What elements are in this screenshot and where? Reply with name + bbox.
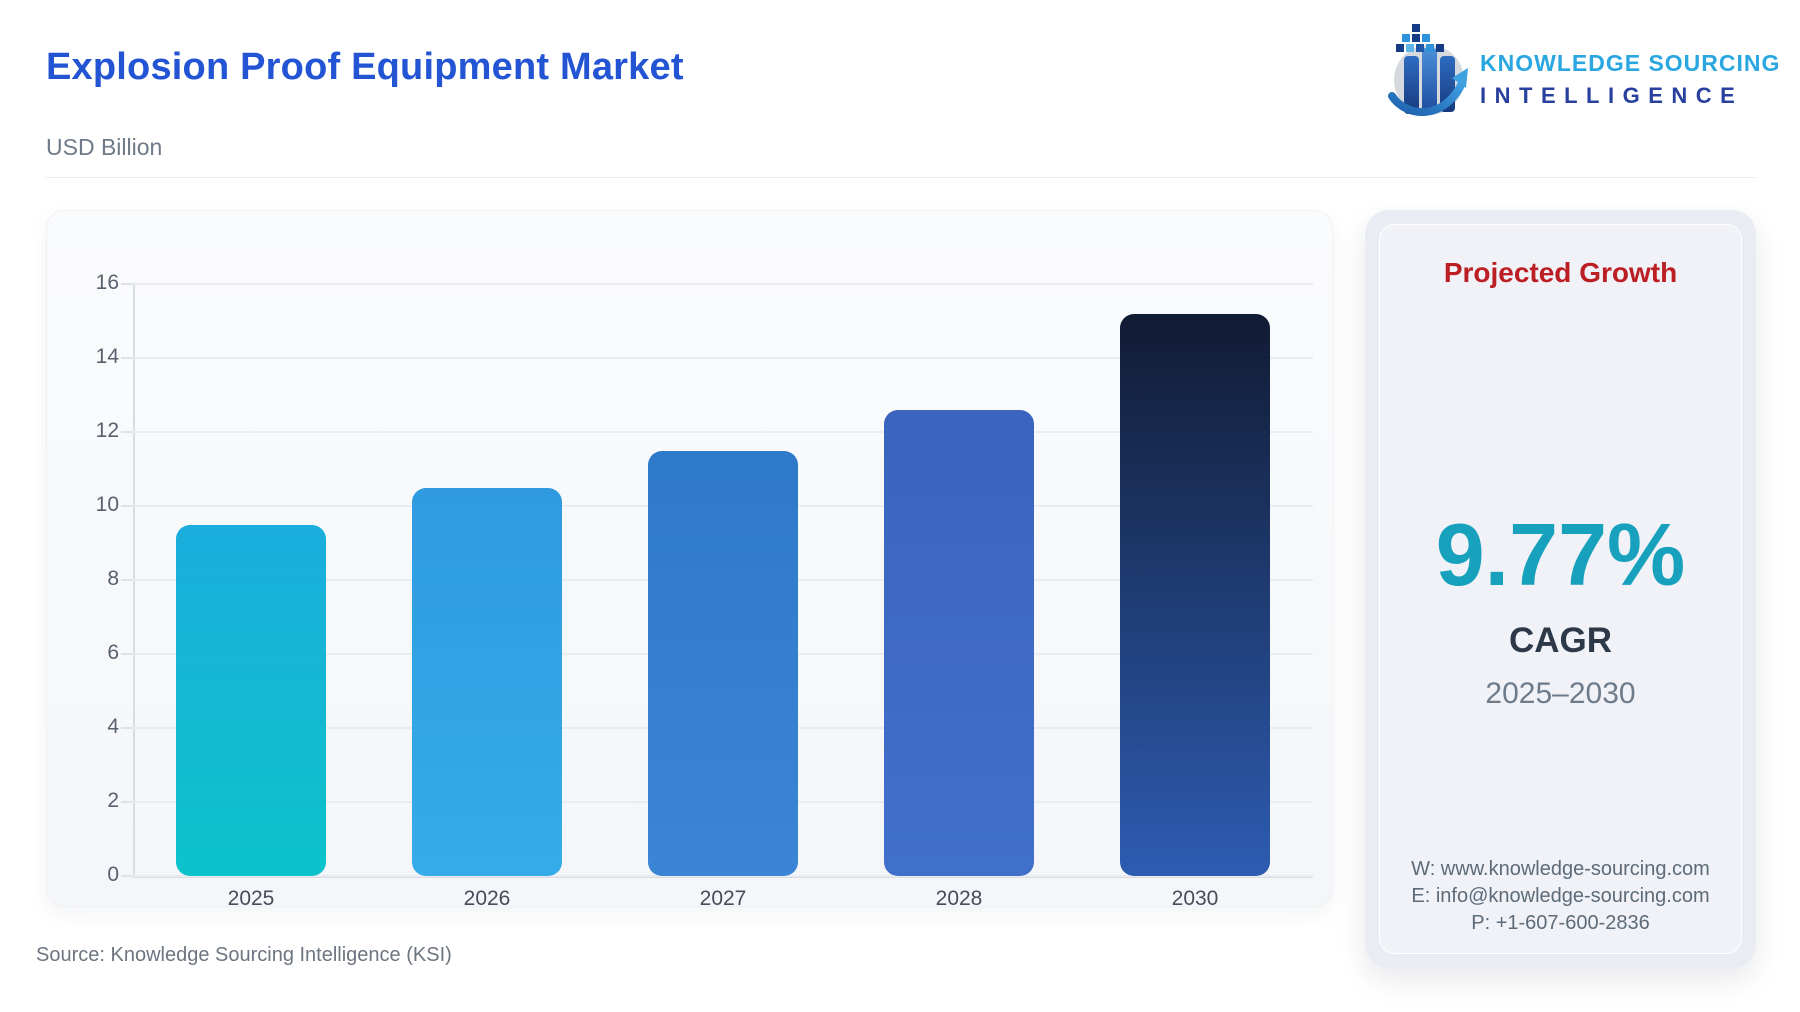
logo-line2: INTELLIGENCE xyxy=(1480,83,1744,108)
bar-2028 xyxy=(884,409,1034,876)
bar-2027 xyxy=(648,450,798,876)
projected-growth-card: Projected Growth 9.77% CAGR 2025–2030 W:… xyxy=(1379,224,1742,954)
y-tick-label-10: 10 xyxy=(95,493,119,516)
x-tick-label-2025: 2025 xyxy=(227,887,275,910)
y-tick-0 xyxy=(121,875,133,877)
contact-phone: P: +1-607-600-2836 xyxy=(1471,912,1650,934)
chart-card: 0 2 4 6 8 10 12 14 16 2025 2026 2027 2028 2030 xyxy=(46,210,1333,910)
y-tick-label-14: 14 xyxy=(95,345,119,368)
projected-growth-heading: Projected Growth xyxy=(1443,257,1678,288)
company-logo: KNOWLEDGE SOURCING INTELLIGENCE xyxy=(1388,20,1779,124)
gridline-16 xyxy=(133,283,1313,285)
units-label: USD Billion xyxy=(46,134,163,160)
projected-growth-panel: Projected Growth 9.77% CAGR 2025–2030 W:… xyxy=(1365,210,1756,968)
plot-area: 0 2 4 6 8 10 12 14 16 2025 2026 2027 2028 2030 xyxy=(47,211,1332,910)
x-tick-label-2030: 2030 xyxy=(1171,887,1219,910)
gridline-0 xyxy=(133,875,1313,877)
logo-line1: KNOWLEDGE SOURCING xyxy=(1480,50,1781,76)
forecast-period: 2025–2030 xyxy=(1485,677,1636,710)
y-tick-12 xyxy=(121,431,133,433)
logo-wordmark: KNOWLEDGE SOURCING INTELLIGENCE xyxy=(1480,50,1780,109)
y-tick-label-16: 16 xyxy=(95,271,119,294)
y-tick-4 xyxy=(121,727,133,729)
contact-website: W: www.knowledge-sourcing.com xyxy=(1411,858,1710,880)
y-axis-line xyxy=(133,284,135,878)
cagr-value: 9.77% xyxy=(1435,505,1686,604)
y-tick-14 xyxy=(121,357,133,359)
header-divider xyxy=(46,177,1756,178)
y-tick-label-6: 6 xyxy=(107,641,119,664)
y-tick-label-8: 8 xyxy=(107,567,119,590)
y-tick-16 xyxy=(121,283,133,285)
bar-2025 xyxy=(176,524,326,876)
y-tick-10 xyxy=(121,505,133,507)
x-tick-label-2028: 2028 xyxy=(935,887,983,910)
contact-email: E: info@knowledge-sourcing.com xyxy=(1411,885,1710,907)
bar-2026 xyxy=(412,487,562,876)
gridline-12 xyxy=(133,431,1313,433)
y-tick-label-12: 12 xyxy=(95,419,119,442)
cagr-label: CAGR xyxy=(1508,621,1613,660)
globe-bars-arrow-icon xyxy=(1388,24,1468,116)
source-note: Source: Knowledge Sourcing Intelligence … xyxy=(36,944,452,966)
y-tick-label-0: 0 xyxy=(107,863,119,886)
y-tick-label-2: 2 xyxy=(107,789,119,812)
y-tick-label-4: 4 xyxy=(107,715,119,738)
contact-block: W: www.knowledge-sourcing.com E: info@kn… xyxy=(1411,856,1710,937)
gridline-14 xyxy=(133,357,1313,359)
x-axis-line xyxy=(133,876,1313,878)
x-tick-label-2026: 2026 xyxy=(463,887,511,910)
x-tick-label-2027: 2027 xyxy=(699,887,747,910)
y-tick-8 xyxy=(121,579,133,581)
y-tick-2 xyxy=(121,801,133,803)
page-title: Explosion Proof Equipment Market xyxy=(46,46,684,88)
bar-2030 xyxy=(1120,313,1270,876)
y-tick-6 xyxy=(121,653,133,655)
